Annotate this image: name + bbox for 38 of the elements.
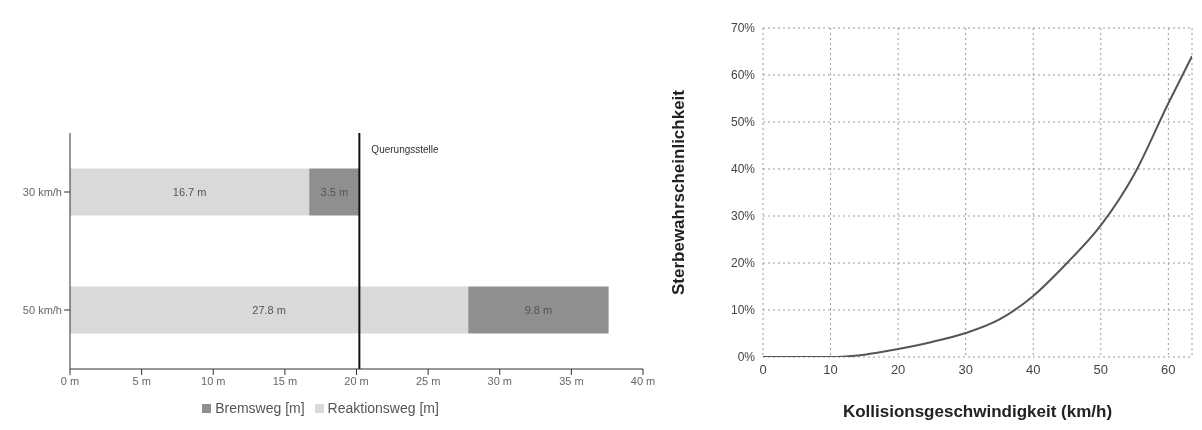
x-tick-label: 25 m: [415, 374, 441, 387]
x-tick-label: 50: [1093, 362, 1109, 378]
x-tick-label: 35 m: [559, 374, 584, 387]
x-tick-label: 40 m: [630, 374, 656, 387]
x-tick-label: 40: [1026, 362, 1041, 378]
data-label: 3.5 m: [320, 185, 349, 198]
x-axis-title: Kollisionsgeschwindigkeit (km/h): [842, 402, 1113, 421]
bar: [309, 168, 360, 216]
x-tick-label: 60: [1161, 362, 1176, 378]
x-tick-label: 10 m: [201, 374, 226, 387]
y-tick-label: 50%: [730, 115, 756, 130]
y-tick-label: 30 km/h: [22, 185, 62, 198]
legend-label: Reaktionsweg [m]: [327, 400, 439, 416]
x-tick-label: 30 m: [487, 374, 512, 387]
x-tick-label: 15 m: [272, 374, 298, 387]
x-tick-label: 0 m: [60, 374, 80, 387]
y-tick-label: 50 km/h: [22, 303, 62, 316]
y-tick-label: 20%: [730, 256, 756, 271]
bar: [70, 168, 310, 216]
data-label: 16.7 m: [172, 185, 207, 198]
data-label: 27.8 m: [252, 303, 286, 316]
legend-label: Bremsweg [m]: [215, 400, 305, 416]
bar: [70, 286, 469, 334]
y-tick-label: 60%: [730, 68, 756, 83]
y-tick-label: 40%: [730, 162, 756, 177]
x-tick-label: 20 m: [344, 374, 369, 387]
y-axis-title: Sterbewahrscheinlichkeit: [669, 89, 689, 296]
y-tick-label: 10%: [730, 303, 756, 318]
x-tick-label: 5 m: [132, 374, 151, 387]
x-tick-label: 30: [958, 362, 973, 378]
y-tick-label: 0%: [737, 350, 756, 365]
bar: [468, 286, 609, 334]
y-tick-label: 70%: [730, 21, 756, 36]
ref-line-label: Querungsstelle: [371, 144, 440, 155]
x-tick-label: 20: [890, 362, 906, 378]
x-tick-label: 0: [759, 362, 767, 378]
x-tick-label: 10: [823, 362, 838, 378]
y-tick-label: 30%: [730, 209, 756, 224]
